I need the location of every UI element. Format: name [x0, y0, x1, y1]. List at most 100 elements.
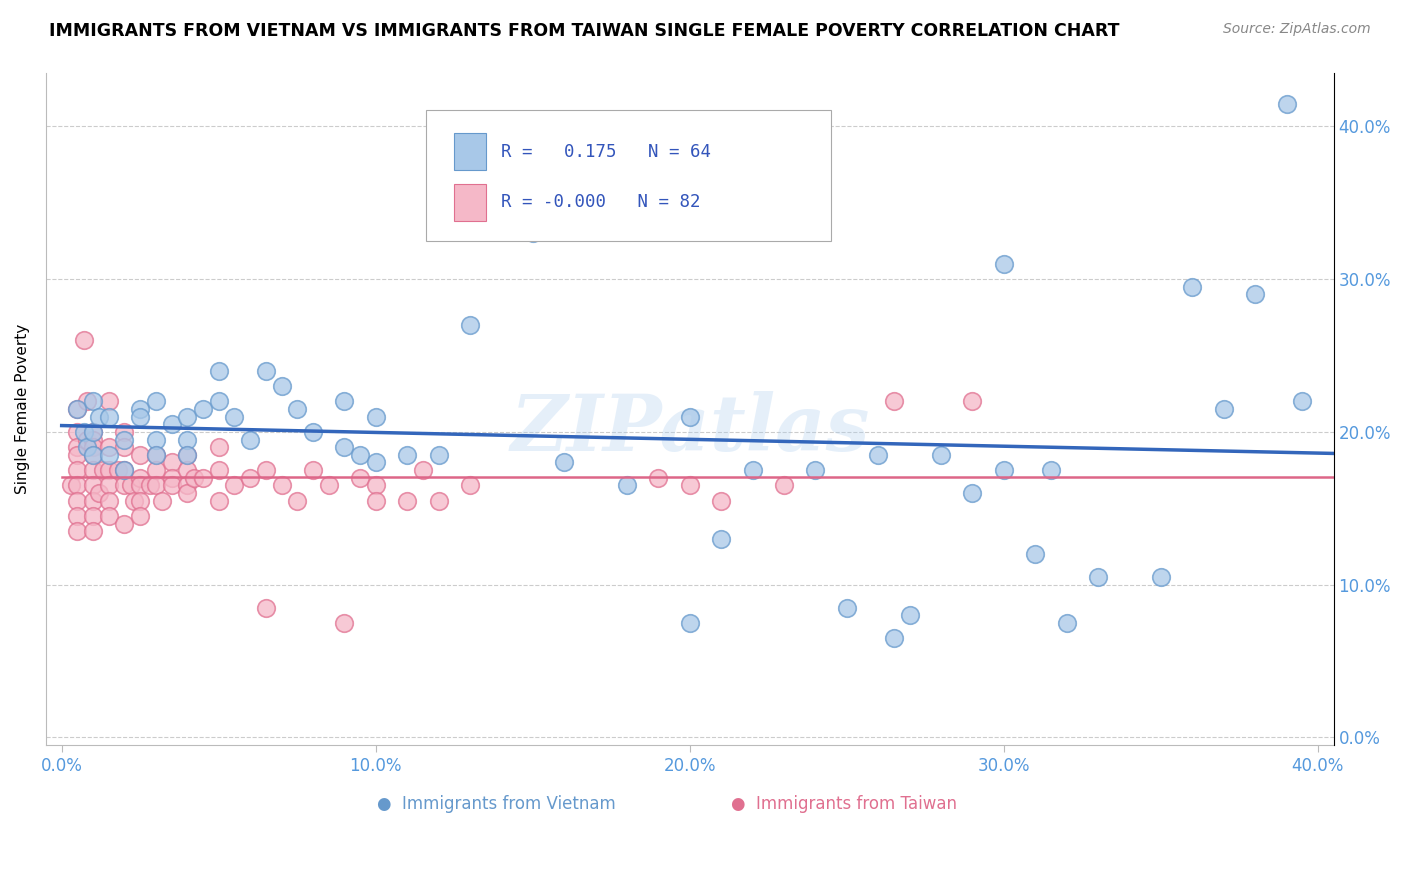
Point — [176, 448, 198, 462]
Point — [97, 493, 120, 508]
Point — [66, 524, 89, 539]
Point — [349, 448, 371, 462]
Point — [160, 417, 183, 432]
Text: IMMIGRANTS FROM VIETNAM VS IMMIGRANTS FROM TAIWAN SINGLE FEMALE POVERTY CORRELAT: IMMIGRANTS FROM VIETNAM VS IMMIGRANTS FR… — [49, 22, 1119, 40]
Point — [285, 402, 308, 417]
Point — [427, 448, 450, 462]
Point — [804, 463, 827, 477]
Point — [224, 478, 246, 492]
Point — [364, 455, 387, 469]
Point — [82, 440, 104, 454]
Point — [145, 448, 167, 462]
Point — [616, 478, 638, 492]
Point — [898, 608, 921, 623]
Point — [522, 227, 544, 241]
Point — [1244, 287, 1267, 301]
Point — [66, 448, 89, 462]
Point — [208, 493, 231, 508]
Point — [129, 471, 152, 485]
Point — [82, 425, 104, 439]
Y-axis label: Single Female Poverty: Single Female Poverty — [15, 324, 30, 494]
Point — [993, 463, 1015, 477]
Point — [150, 493, 173, 508]
Point — [333, 440, 356, 454]
Point — [114, 433, 136, 447]
Point — [82, 478, 104, 492]
Point — [89, 409, 111, 424]
Point — [114, 516, 136, 531]
Point — [1087, 570, 1109, 584]
Text: R =   0.175   N = 64: R = 0.175 N = 64 — [501, 144, 710, 161]
Point — [138, 478, 160, 492]
Point — [239, 433, 262, 447]
Point — [66, 478, 89, 492]
Point — [66, 402, 89, 417]
Point — [224, 409, 246, 424]
Point — [270, 478, 292, 492]
Point — [1275, 96, 1298, 111]
Point — [66, 508, 89, 523]
Point — [1212, 402, 1234, 417]
Point — [962, 394, 984, 409]
Point — [82, 425, 104, 439]
Point — [285, 493, 308, 508]
Point — [145, 448, 167, 462]
FancyBboxPatch shape — [426, 110, 831, 241]
Point — [883, 631, 905, 645]
Point — [89, 486, 111, 500]
Point — [97, 448, 120, 462]
Point — [129, 409, 152, 424]
Point — [160, 455, 183, 469]
Point — [176, 409, 198, 424]
Point — [66, 493, 89, 508]
Point — [427, 493, 450, 508]
Point — [710, 493, 733, 508]
Point — [254, 364, 277, 378]
Point — [1024, 547, 1046, 561]
Point — [82, 463, 104, 477]
Point — [97, 463, 120, 477]
Point — [412, 463, 434, 477]
Point — [183, 471, 205, 485]
Point — [129, 478, 152, 492]
Point — [553, 455, 575, 469]
Point — [741, 463, 763, 477]
Point — [120, 478, 142, 492]
Point — [647, 471, 669, 485]
Point — [122, 493, 145, 508]
Point — [239, 471, 262, 485]
Point — [458, 478, 481, 492]
Point — [82, 448, 104, 462]
Point — [176, 433, 198, 447]
Point — [114, 463, 136, 477]
Point — [364, 478, 387, 492]
Point — [97, 478, 120, 492]
Point — [254, 463, 277, 477]
Point — [364, 409, 387, 424]
Point — [254, 600, 277, 615]
Point — [60, 478, 83, 492]
Point — [208, 463, 231, 477]
Point — [176, 486, 198, 500]
Point — [333, 615, 356, 630]
Point — [114, 440, 136, 454]
Point — [129, 493, 152, 508]
Point — [1039, 463, 1062, 477]
Text: Source: ZipAtlas.com: Source: ZipAtlas.com — [1223, 22, 1371, 37]
Point — [91, 463, 114, 477]
Point — [76, 440, 98, 454]
Point — [76, 394, 98, 409]
Point — [107, 463, 129, 477]
Point — [160, 471, 183, 485]
Point — [208, 394, 231, 409]
Point — [993, 257, 1015, 271]
Point — [176, 463, 198, 477]
Point — [773, 478, 796, 492]
Point — [176, 448, 198, 462]
Point — [396, 493, 419, 508]
Point — [929, 448, 952, 462]
Point — [129, 448, 152, 462]
Point — [679, 615, 702, 630]
Point — [97, 440, 120, 454]
Point — [73, 333, 96, 347]
